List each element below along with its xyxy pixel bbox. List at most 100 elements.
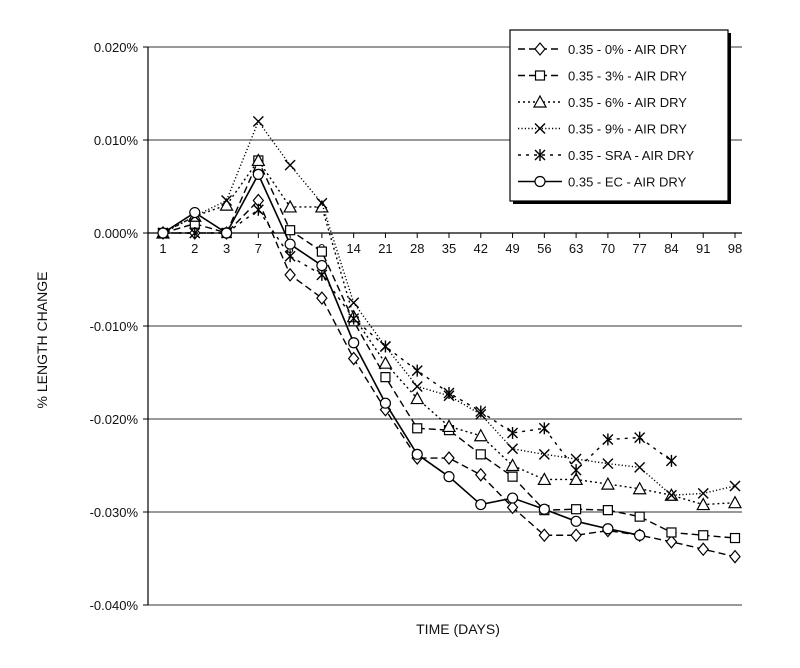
x-tick-label: 2 — [191, 241, 198, 256]
data-point — [410, 391, 425, 405]
data-point — [284, 267, 296, 282]
data-point — [602, 458, 614, 470]
y-tick-label: -0.030% — [90, 505, 139, 520]
data-point — [348, 312, 360, 325]
data-point — [475, 498, 487, 511]
series-layer — [155, 115, 743, 564]
legend-marker — [534, 70, 546, 81]
x-tick-label: 14 — [346, 241, 360, 256]
data-point — [348, 297, 360, 309]
data-point — [252, 203, 264, 216]
data-point — [474, 467, 487, 482]
legend-label: 0.35 - 3% - AIR DRY — [568, 69, 687, 84]
data-point — [600, 476, 615, 490]
y-tick-label: 0.000% — [94, 226, 139, 241]
x-tick-label: 98 — [728, 241, 742, 256]
data-point — [538, 448, 550, 460]
data-point — [697, 487, 709, 499]
data-point — [506, 500, 519, 515]
data-point — [634, 431, 646, 444]
data-point — [727, 495, 743, 509]
data-point — [729, 480, 741, 492]
data-point — [634, 511, 645, 522]
legend-marker — [534, 175, 546, 188]
legend-marker — [532, 94, 548, 108]
data-point — [316, 197, 328, 209]
legend-entry: 0.35 - 3% - AIR DRY — [518, 69, 687, 84]
y-tick-label: 0.010% — [94, 133, 139, 148]
legend-label: 0.35 - EC - AIR DRY — [568, 175, 687, 190]
legend-box — [509, 29, 729, 202]
data-point — [665, 454, 677, 467]
data-point — [411, 448, 423, 460]
legend-marker — [534, 123, 546, 134]
series-6 — [157, 168, 646, 541]
y-tick-label: -0.010% — [90, 319, 139, 334]
legend-entry: 0.35 - 9% - AIR DRY — [518, 122, 687, 137]
data-point — [571, 504, 582, 515]
legend-marker — [534, 149, 546, 161]
data-point — [665, 489, 677, 501]
data-point — [411, 364, 423, 377]
data-point — [570, 515, 582, 527]
x-tick-label: 56 — [537, 241, 551, 256]
data-point — [729, 549, 741, 564]
data-point — [347, 351, 360, 366]
legend: 0.35 - 0% - AIR DRY 0.35 - 3% - AIR DRY 0.… — [509, 29, 731, 204]
data-point — [380, 372, 391, 383]
data-point — [378, 355, 393, 369]
legend-entry: 0.35 - SRA - AIR DRY — [518, 148, 695, 163]
data-point — [443, 386, 455, 399]
data-point — [729, 532, 741, 544]
legend-marker — [534, 42, 546, 56]
x-tick-label: 7 — [255, 241, 262, 256]
data-point — [506, 492, 519, 504]
x-tick-label: 42 — [474, 241, 488, 256]
legend-label: 0.35 - 0% - AIR DRY — [568, 42, 687, 57]
data-point — [475, 405, 487, 418]
data-point — [538, 422, 550, 435]
series-line — [162, 172, 640, 537]
series-5 — [157, 203, 677, 477]
data-point — [189, 206, 201, 219]
data-point — [412, 423, 423, 434]
data-point — [507, 443, 519, 455]
y-tick-label: 0.020% — [94, 40, 139, 55]
legend-entry: 0.35 - 0% - AIR DRY — [518, 42, 687, 57]
data-point — [698, 530, 709, 541]
x-tick-label: 3 — [223, 241, 230, 256]
legend-label: 0.35 - 9% - AIR DRY — [568, 122, 687, 137]
data-point — [570, 464, 582, 477]
data-point — [569, 472, 584, 486]
data-point — [348, 337, 360, 349]
data-point — [251, 153, 266, 167]
data-point — [252, 115, 264, 127]
data-point — [507, 471, 518, 482]
data-point — [634, 529, 646, 541]
data-point — [697, 542, 710, 557]
data-point — [283, 199, 298, 213]
y-tick-label: -0.040% — [90, 598, 139, 613]
data-point — [284, 159, 296, 171]
data-point — [285, 225, 296, 236]
x-tick-label: 28 — [410, 241, 424, 256]
data-point — [570, 528, 582, 543]
x-tick-label: 35 — [442, 241, 456, 256]
data-point — [379, 397, 392, 409]
data-point — [411, 380, 423, 392]
data-point — [443, 451, 455, 465]
data-point — [316, 259, 328, 272]
data-point — [570, 453, 582, 465]
data-point — [505, 458, 520, 472]
data-point — [475, 449, 486, 460]
y-tick-label: -0.020% — [90, 412, 139, 427]
data-point — [632, 481, 647, 495]
data-point — [602, 433, 614, 446]
data-point — [443, 471, 455, 483]
x-tick-label: 77 — [632, 241, 646, 256]
series-line — [163, 208, 672, 472]
x-axis: 12378914212835424956637077849198 — [148, 232, 742, 256]
data-point — [220, 227, 233, 239]
data-point — [252, 168, 264, 181]
